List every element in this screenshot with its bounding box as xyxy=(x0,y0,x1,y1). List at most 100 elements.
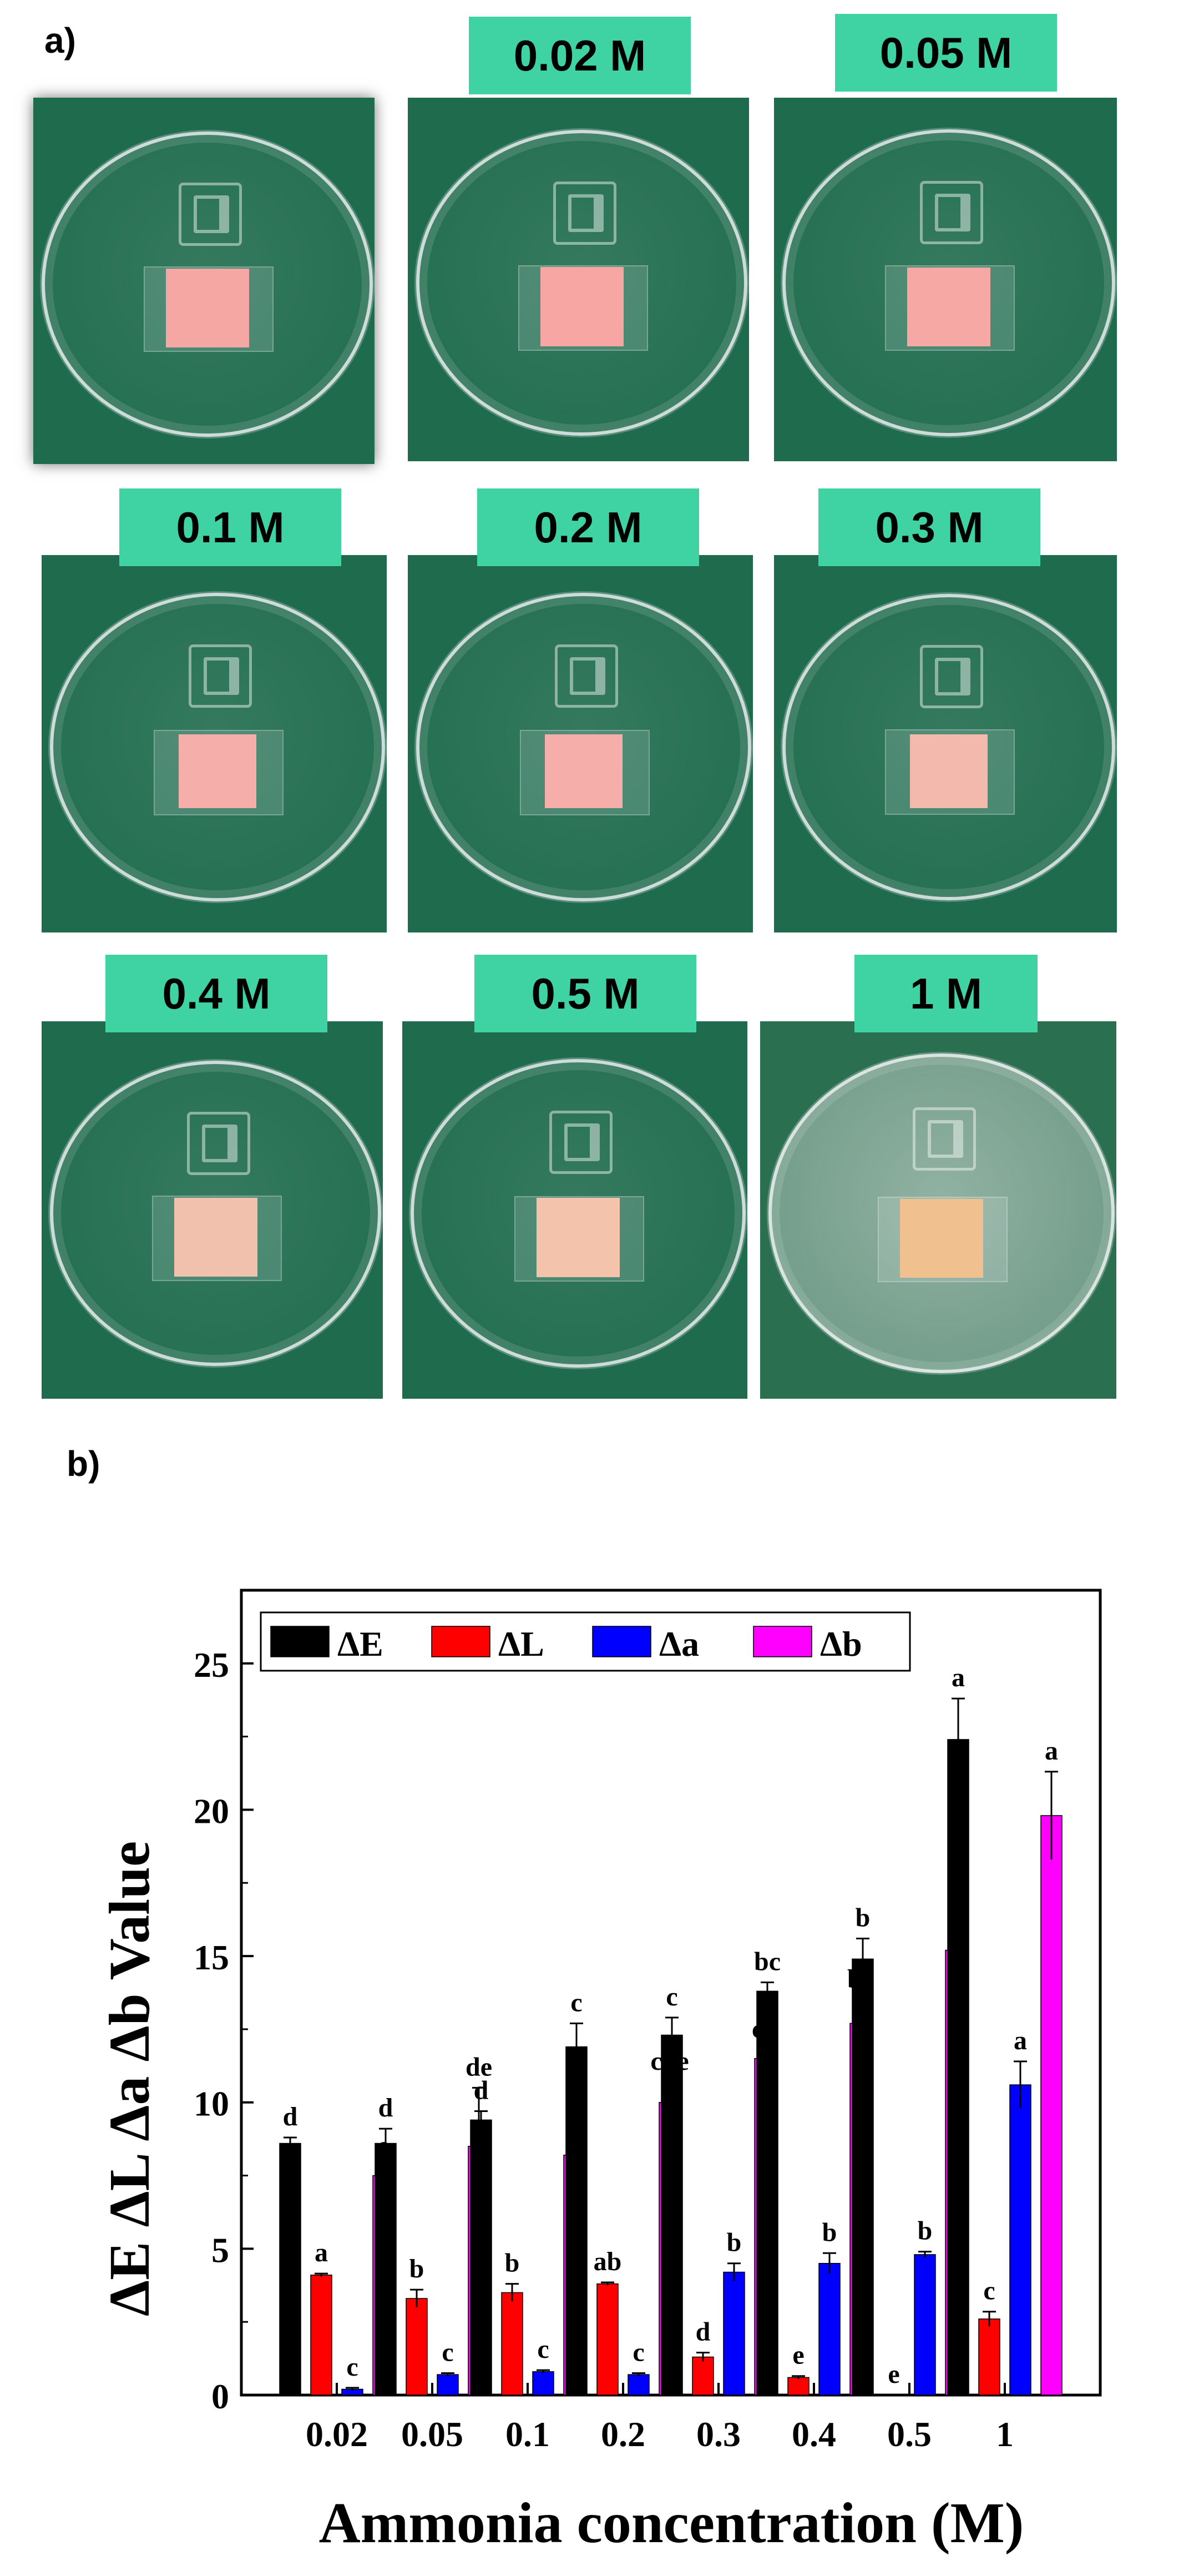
legend-swatch xyxy=(270,1626,330,1657)
significance-letter: c xyxy=(983,2276,995,2306)
sample-photo xyxy=(774,98,1117,461)
significance-letter: a xyxy=(1014,2026,1027,2055)
dish-logo-icon xyxy=(553,181,616,245)
dish-logo-icon xyxy=(189,644,252,708)
bar xyxy=(628,2374,650,2396)
legend-label: Δb xyxy=(820,1624,862,1663)
significance-letter: d xyxy=(474,2076,489,2105)
significance-letter: b xyxy=(727,2228,742,2257)
indicator-film-patch xyxy=(910,734,988,808)
significance-letter: e xyxy=(888,2360,899,2389)
panel-b-label: b) xyxy=(67,1444,100,1484)
bar xyxy=(1040,1815,1063,2396)
x-tick-label: 0.1 xyxy=(505,2414,550,2454)
sample-photo xyxy=(774,555,1117,932)
bar xyxy=(565,2046,588,2396)
significance-letter: bc xyxy=(754,1947,781,1977)
petri-dish xyxy=(768,1053,1115,1373)
petri-dish xyxy=(416,592,751,902)
concentration-label: 0.3 M xyxy=(818,488,1040,566)
bar xyxy=(310,2275,332,2396)
legend-label: ΔL xyxy=(498,1624,544,1663)
sample-photo xyxy=(408,98,749,461)
bar xyxy=(978,2318,1000,2396)
legend-swatch xyxy=(592,1626,651,1657)
x-tick-label: 0.05 xyxy=(401,2414,463,2454)
dish-logo-icon xyxy=(178,183,242,246)
significance-letter: b xyxy=(918,2216,933,2246)
dish-logo-icon xyxy=(186,1112,250,1175)
petri-dish xyxy=(782,129,1115,436)
bar xyxy=(532,2371,554,2396)
x-tick-label: 0.2 xyxy=(601,2414,645,2454)
petri-dish xyxy=(50,592,385,902)
significance-letter: c xyxy=(442,2337,453,2367)
bar xyxy=(661,2034,683,2396)
dish-logo-icon xyxy=(920,645,983,709)
bar xyxy=(596,2283,619,2396)
sample-photo xyxy=(408,555,753,932)
concentration-label: 0.02 M xyxy=(469,17,691,94)
indicator-film-patch xyxy=(900,1198,983,1278)
petri-dish xyxy=(782,593,1115,901)
bar xyxy=(914,2254,936,2396)
concentration-label: 0.5 M xyxy=(474,955,696,1032)
indicator-film-patch xyxy=(179,734,256,809)
bar xyxy=(437,2374,459,2396)
legend-label: Δa xyxy=(659,1624,699,1663)
indicator-film-patch xyxy=(537,1198,620,1277)
dish-logo-icon xyxy=(555,644,618,708)
indicator-film-patch xyxy=(174,1197,257,1277)
y-tick-label: 10 xyxy=(194,2084,229,2124)
sample-photo xyxy=(33,98,375,464)
legend-label: ΔE xyxy=(337,1624,383,1663)
petri-dish xyxy=(50,1060,381,1367)
panel-a-label: a) xyxy=(44,21,76,61)
bar xyxy=(787,2377,810,2396)
bar xyxy=(947,1739,969,2396)
significance-letter: c xyxy=(666,1982,677,2012)
petri-dish xyxy=(416,130,747,436)
significance-letter: c xyxy=(570,1988,582,2017)
bar xyxy=(692,2356,714,2396)
y-tick-label: 25 xyxy=(194,1645,229,1685)
x-tick-label: 0.3 xyxy=(696,2414,741,2454)
concentration-label: 0.05 M xyxy=(835,14,1057,92)
y-tick-label: 15 xyxy=(194,1938,229,1977)
significance-letter: d xyxy=(696,2317,711,2347)
x-axis-label: Ammonia concentration (M) xyxy=(319,2491,1024,2555)
bar xyxy=(756,1990,778,2396)
concentration-label: 0.4 M xyxy=(105,955,327,1032)
dish-logo-icon xyxy=(913,1107,976,1171)
sample-photo xyxy=(760,1021,1116,1399)
bar xyxy=(723,2271,745,2396)
significance-letter: d xyxy=(378,2093,393,2123)
indicator-film-patch xyxy=(165,268,249,348)
y-axis-label: ΔE ΔL Δa Δb Value xyxy=(98,1841,161,2316)
significance-letter: b xyxy=(505,2249,520,2278)
petri-dish xyxy=(411,1058,746,1368)
concentration-label: 0.2 M xyxy=(477,488,699,566)
bar xyxy=(852,1958,874,2396)
x-tick-label: 0.5 xyxy=(887,2414,932,2454)
sample-photo xyxy=(42,555,387,932)
bar xyxy=(818,2262,841,2396)
bar xyxy=(375,2143,397,2396)
y-tick-label: 20 xyxy=(194,1791,229,1831)
significance-letter: ab xyxy=(594,2247,622,2276)
significance-letter: de xyxy=(466,2052,492,2081)
significance-letter: a xyxy=(315,2238,328,2267)
significance-letter: a xyxy=(952,1663,965,1692)
significance-letter: c xyxy=(633,2337,644,2367)
x-tick-label: 0.4 xyxy=(792,2414,836,2454)
significance-letter: e xyxy=(792,2341,804,2370)
x-tick-label: 0.02 xyxy=(306,2414,368,2454)
significance-letter: d xyxy=(283,2102,298,2131)
significance-letter: c xyxy=(537,2335,549,2364)
bar xyxy=(501,2292,523,2396)
legend-swatch xyxy=(431,1626,490,1657)
significance-letter: c xyxy=(346,2352,358,2382)
bar xyxy=(470,2119,492,2396)
significance-letter: b xyxy=(822,2217,837,2247)
legend-swatch xyxy=(753,1626,812,1657)
